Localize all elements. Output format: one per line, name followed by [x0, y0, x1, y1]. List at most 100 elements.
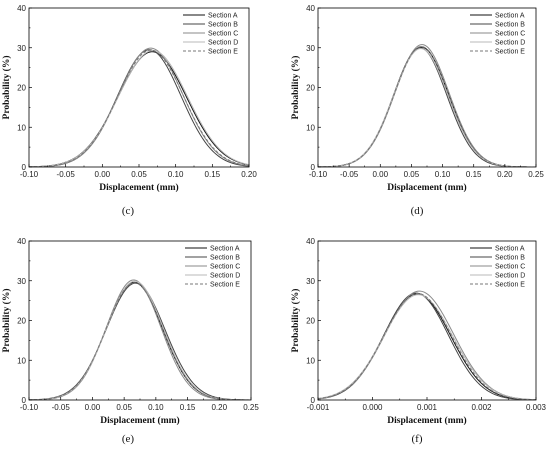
- x-tick-label: 0.10: [168, 170, 184, 179]
- legend-label: Section B: [495, 255, 525, 262]
- x-tick-label: 0.15: [180, 403, 196, 412]
- legend-label: Section E: [495, 49, 525, 56]
- legend-label: Section B: [210, 255, 240, 262]
- x-tick-label: 0.00: [95, 170, 111, 179]
- series-line-b: [318, 47, 536, 167]
- y-tick-label: 30: [306, 44, 315, 53]
- legend-label: Section A: [208, 13, 238, 20]
- y-tick-label: 40: [306, 237, 315, 246]
- series-line-d: [318, 294, 536, 400]
- chart-panel-1: -0.10 -0.05 0.00 0.05 0.10 0.15 0.20 0 10 20 30 40 D…: [1, 4, 257, 217]
- legend-label: Section D: [208, 40, 238, 47]
- legend-label: Section D: [495, 40, 525, 47]
- series-line-c: [318, 290, 536, 400]
- x-tick-label: 0.05: [116, 403, 132, 412]
- x-axis-label: Displacement (mm): [387, 415, 466, 426]
- legend-label: Section E: [210, 282, 240, 289]
- x-tick-label: 0.003: [526, 403, 547, 412]
- legend-label: Section A: [495, 246, 525, 253]
- panel-caption: (d): [411, 205, 424, 217]
- y-tick-label: 0: [311, 163, 316, 172]
- series-line-e: [29, 282, 251, 400]
- legend: Section A Section B Section C Section D Sect…: [470, 246, 525, 289]
- series-line-b: [29, 282, 251, 400]
- x-tick-label: 0.25: [528, 170, 544, 179]
- y-tick-label: 30: [306, 277, 315, 286]
- curves-group: [318, 290, 536, 400]
- panel-caption: (f): [412, 433, 423, 445]
- x-tick-label: 0.15: [466, 170, 482, 179]
- y-tick-label: 0: [22, 396, 27, 405]
- legend-label: Section D: [495, 273, 525, 280]
- y-tick-label: 20: [306, 84, 315, 93]
- legend-label: Section B: [208, 22, 238, 29]
- series-line-a: [29, 281, 251, 400]
- y-tick-label: 40: [17, 4, 26, 13]
- legend: Section A Section B Section C Section D Sect…: [185, 246, 240, 289]
- series-line-c: [29, 279, 251, 400]
- x-axis-label: Displacement (mm): [99, 182, 178, 193]
- chart-panel-2: -0.10 -0.05 0.00 0.05 0.10 0.15 0.20 0.25 0 10 20 3…: [290, 4, 544, 217]
- series-line-b: [318, 292, 536, 400]
- legend-label: Section E: [208, 49, 238, 56]
- legend-label: Section B: [495, 22, 525, 29]
- series-line-d: [29, 50, 249, 167]
- legend: Section A Section B Section C Section D Sect…: [183, 13, 238, 56]
- series-line-b: [29, 49, 249, 167]
- legend-label: Section A: [210, 246, 240, 253]
- x-tick-label: 0.000: [362, 403, 383, 412]
- x-tick-label: 0.20: [497, 170, 513, 179]
- x-tick-label: 0.20: [241, 170, 257, 179]
- x-tick-label: -0.10: [20, 403, 39, 412]
- series-line-d: [29, 280, 251, 400]
- curves-group: [318, 44, 536, 167]
- x-tick-label: 0.10: [148, 403, 164, 412]
- legend-label: Section E: [495, 282, 525, 289]
- chart-panel-3: -0.10 -0.05 0.00 0.05 0.10 0.15 0.20 0.25 0 10 20 3…: [1, 237, 259, 445]
- x-axis-label: Displacement (mm): [100, 415, 179, 426]
- x-tick-label: -0.05: [57, 170, 76, 179]
- x-tick-label: 0.05: [404, 170, 420, 179]
- x-tick-label: 0.15: [205, 170, 221, 179]
- series-line-e: [318, 292, 536, 400]
- y-tick-label: 0: [22, 163, 27, 172]
- series-line-c: [318, 44, 536, 167]
- x-tick-label: -0.05: [52, 403, 71, 412]
- x-tick-label: 0.00: [372, 170, 388, 179]
- y-tick-label: 10: [17, 356, 26, 365]
- y-tick-label: 20: [306, 317, 315, 326]
- x-axis-label: Displacement (mm): [387, 182, 466, 193]
- y-tick-label: 30: [17, 277, 26, 286]
- legend-label: Section C: [210, 264, 240, 271]
- series-line-c: [29, 47, 249, 167]
- panel-caption: (e): [122, 433, 135, 445]
- y-tick-label: 20: [17, 317, 26, 326]
- panel-caption: (c): [122, 205, 135, 217]
- curves-group: [29, 47, 249, 167]
- series-line-a: [318, 46, 536, 167]
- curves-group: [29, 279, 251, 400]
- x-tick-label: -0.001: [307, 403, 330, 412]
- x-tick-label: 0.20: [211, 403, 227, 412]
- y-tick-label: 10: [17, 123, 26, 132]
- y-axis-label: Probability (%): [290, 289, 301, 353]
- y-tick-label: 10: [306, 123, 315, 132]
- x-tick-label: 0.002: [471, 403, 492, 412]
- y-tick-label: 20: [17, 84, 26, 93]
- x-tick-label: -0.05: [340, 170, 359, 179]
- legend-label: Section C: [208, 31, 238, 38]
- y-tick-label: 10: [306, 356, 315, 365]
- legend-label: Section C: [495, 264, 525, 271]
- series-line-d: [318, 48, 536, 167]
- y-axis-label: Probability (%): [1, 289, 12, 353]
- y-axis-label: Probability (%): [1, 56, 12, 120]
- legend-label: Section C: [495, 31, 525, 38]
- x-tick-label: -0.10: [20, 170, 39, 179]
- y-tick-label: 40: [306, 4, 315, 13]
- y-tick-label: 40: [17, 237, 26, 246]
- x-tick-label: -0.10: [309, 170, 328, 179]
- legend-label: Section D: [210, 273, 240, 280]
- series-line-a: [29, 51, 249, 167]
- series-line-e: [29, 49, 249, 167]
